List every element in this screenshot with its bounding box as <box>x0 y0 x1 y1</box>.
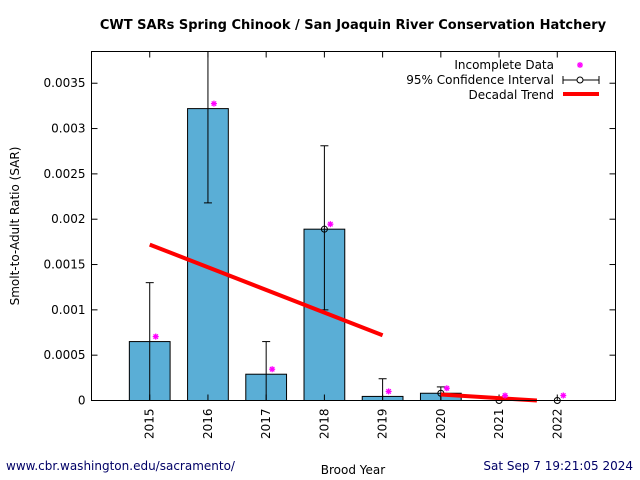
plot-frame <box>91 51 616 401</box>
star-stroke <box>269 366 275 372</box>
incomplete-marker-2016 <box>210 100 217 107</box>
x-axis-label: Brood Year <box>321 463 385 477</box>
x-tick-label: 2020 <box>434 409 448 440</box>
incomplete-marker-2018 <box>327 221 334 228</box>
star-stroke <box>385 388 392 395</box>
legend-label-trend: Decadal Trend <box>468 88 554 102</box>
x-tick-label: 2022 <box>550 409 564 440</box>
point-estimate-2018 <box>320 225 328 233</box>
star-stroke <box>211 100 217 107</box>
footer-url[interactable]: www.cbr.washington.edu/sacramento/ <box>6 459 236 473</box>
legend-incomplete-symbol <box>577 62 583 68</box>
star-stroke <box>577 62 583 68</box>
y-axis-label: Smolt-to-Adult Ratio (SAR) <box>8 147 22 306</box>
trend-line-1 <box>148 242 384 338</box>
y-tick-label: 0.0035 <box>44 76 86 90</box>
trend-line-2 <box>440 392 538 403</box>
legend: Incomplete Data 95% Confidence Interval … <box>406 58 600 102</box>
star-stroke <box>502 392 508 399</box>
incomplete-marker-2019 <box>385 388 392 395</box>
incomplete-marker-2017 <box>269 366 276 373</box>
chart-title: CWT SARs Spring Chinook / San Joaquin Ri… <box>100 18 607 33</box>
y-tick-label: 0 <box>78 394 86 408</box>
star-stroke <box>153 333 159 340</box>
star-stroke <box>327 221 334 227</box>
y-tick-label: 0.003 <box>51 122 85 136</box>
incomplete-marker-2022 <box>560 392 567 399</box>
legend-label-incomplete: Incomplete Data <box>454 58 554 72</box>
x-tick-label: 2017 <box>259 409 273 440</box>
star-stroke <box>560 392 566 399</box>
incomplete-marker-2020 <box>443 385 450 392</box>
x-tick-label: 2018 <box>317 409 331 440</box>
legend-ci-circle <box>576 76 584 84</box>
x-tick-label: 2019 <box>376 409 390 440</box>
x-tick-label: 2016 <box>201 409 215 440</box>
y-tick-label: 0.001 <box>51 303 85 317</box>
star-stroke <box>444 385 450 391</box>
incomplete-marker-2015 <box>152 333 159 340</box>
y-tick-label: 0.0025 <box>44 167 86 181</box>
x-tick-label: 2015 <box>143 409 157 440</box>
y-tick-label: 0.002 <box>51 212 85 226</box>
y-tick-label: 0.0005 <box>44 348 86 362</box>
incomplete-marker-2021 <box>502 392 509 399</box>
x-tick-label: 2021 <box>492 409 506 440</box>
legend-label-ci: 95% Confidence Interval <box>406 73 554 87</box>
y-tick-label: 0.0015 <box>44 258 86 272</box>
footer-timestamp: Sat Sep 7 19:21:05 2024 <box>483 459 633 473</box>
